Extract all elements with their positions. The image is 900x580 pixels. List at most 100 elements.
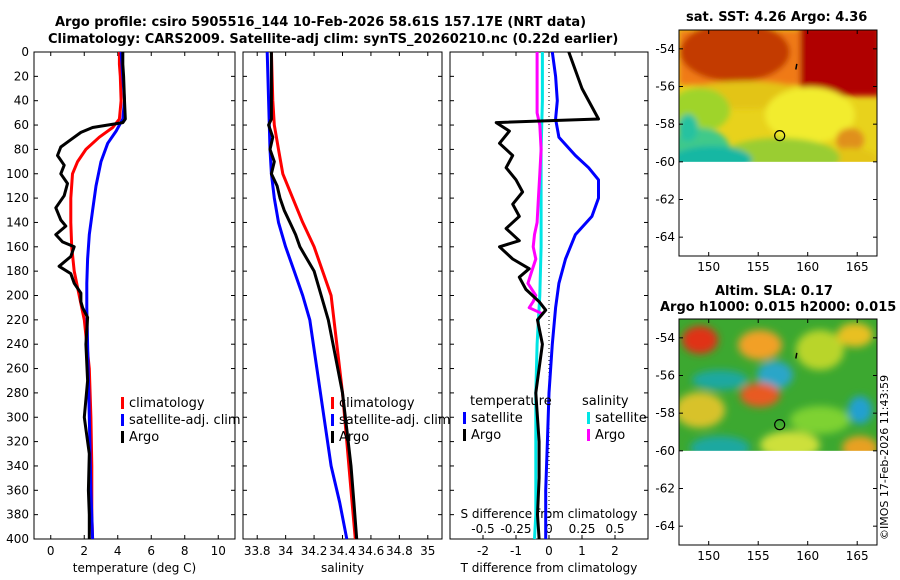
legend-title-salinity: salinity <box>582 394 629 409</box>
x-tick-label-s: -0.5 <box>471 522 494 536</box>
x-tick-label-s: -0.25 <box>500 522 531 536</box>
x-axis-label: temperature (deg C) <box>73 561 196 575</box>
argo-track <box>795 63 798 70</box>
legend-label: Argo <box>339 430 369 445</box>
lat-tick-label: -56 <box>655 369 675 383</box>
y-tick-label: 300 <box>6 410 29 424</box>
series-line <box>267 52 359 540</box>
y-tick-label: 380 <box>6 508 29 522</box>
sla-map-title: Altim. SLA: 0.17 <box>715 284 833 299</box>
lon-tick-label: 165 <box>846 549 869 563</box>
lat-tick-label: -62 <box>655 482 675 496</box>
salinity-panel: 33.8 34 34.2 34.4 34.6 34.8 35 salinity climatol… <box>242 51 451 575</box>
x-tick-label: 34.2 <box>301 544 328 558</box>
y-tick-label: 180 <box>6 264 29 278</box>
legend-label: Argo <box>595 428 625 443</box>
lat-tick-label: -62 <box>655 193 675 207</box>
x-tick-label: 0 <box>545 544 553 558</box>
legend-swatch <box>587 412 590 424</box>
y-tick-label: 80 <box>14 142 29 156</box>
y-tick-label: 160 <box>6 240 29 254</box>
lon-tick-label: 150 <box>697 260 720 274</box>
y-tick-label: 60 <box>14 118 29 132</box>
x-tick-label: 2 <box>611 544 619 558</box>
y-tick-label: 220 <box>6 313 29 327</box>
x-tick-label: -2 <box>477 544 489 558</box>
sla-heatmap <box>679 319 877 464</box>
sst-map-axes: -54 -56 -58 -60 -62 -64 150 155 160 165 <box>655 29 878 274</box>
x-tick-label: 33.8 <box>244 544 271 558</box>
temperature-panel: 0204060801001201401601802002202402602803… <box>6 45 241 575</box>
legend-swatch <box>587 429 590 441</box>
lat-tick-label: -56 <box>655 80 675 94</box>
no-data-area <box>679 161 877 256</box>
argo-track <box>795 352 798 359</box>
x-tick-label: 8 <box>181 544 189 558</box>
lon-tick-label: 160 <box>796 260 819 274</box>
map-frame <box>678 29 878 257</box>
y-tick-label: 20 <box>14 69 29 83</box>
lat-tick-label: -54 <box>655 42 675 56</box>
lon-tick-label: 155 <box>747 549 770 563</box>
no-data-area <box>679 450 877 545</box>
y-tick-label: 200 <box>6 289 29 303</box>
legend-swatch <box>121 431 124 443</box>
legend-swatch <box>463 429 466 441</box>
sla-map-axes: -54 -56 -58 -60 -62 -64 150 155 160 165 <box>655 318 878 563</box>
x-axis-label: salinity <box>321 561 364 575</box>
plot-frame <box>449 51 649 540</box>
series-line <box>494 51 600 540</box>
lon-tick-label: 155 <box>747 260 770 274</box>
lon-tick-label: 150 <box>697 549 720 563</box>
series-line <box>54 52 127 539</box>
plot-frame <box>33 51 236 540</box>
lon-tick-label: 160 <box>796 549 819 563</box>
sla-map-subtitle: Argo h1000: 0.015 h2000: 0.015 <box>660 300 897 315</box>
lat-tick-label: -60 <box>655 155 675 169</box>
legend-swatch <box>121 414 124 426</box>
lat-tick-label: -58 <box>655 406 675 420</box>
x-tick-label: 34.6 <box>358 544 385 558</box>
y-tick-label: 0 <box>21 45 29 59</box>
sst-heatmap <box>679 30 877 174</box>
chart-title-line2: Climatology: CARS2009. Satellite-adj cli… <box>48 32 619 47</box>
difference-panel: -2 -1 0 1 2 T difference from climatology S di… <box>449 51 649 575</box>
x-tick-label: 35 <box>420 544 435 558</box>
y-tick-label: 140 <box>6 215 29 229</box>
legend-title-temperature: temperature <box>470 394 552 409</box>
y-tick-label: 320 <box>6 435 29 449</box>
x-tick-label: 0 <box>47 544 55 558</box>
series-line <box>265 51 349 540</box>
legend-label: satellite <box>471 411 523 426</box>
lat-tick-label: -64 <box>655 519 675 533</box>
legend-swatch <box>331 397 334 409</box>
legend-swatch <box>121 397 124 409</box>
argo-position-marker <box>774 130 786 142</box>
x-tick-label: 4 <box>114 544 122 558</box>
x-tick-label: 34.8 <box>386 544 413 558</box>
legend-label: satellite-adj. clim <box>339 413 451 428</box>
x-tick-label: -1 <box>510 544 522 558</box>
x-axis-label: T difference from climatology <box>460 561 638 575</box>
x-tick-label: 10 <box>211 544 226 558</box>
legend-label: Argo <box>471 428 501 443</box>
legend-label: Argo <box>129 430 159 445</box>
map-frame <box>678 318 878 546</box>
y-tick-label: 400 <box>6 532 29 546</box>
lat-tick-label: -64 <box>655 230 675 244</box>
x-axis-label-top: S difference from climatology <box>461 507 638 521</box>
x-tick-label: 2 <box>80 544 88 558</box>
y-tick-label: 240 <box>6 337 29 351</box>
x-tick-label: 6 <box>147 544 155 558</box>
y-tick-label: 260 <box>6 362 29 376</box>
y-tick-label: 100 <box>6 167 29 181</box>
y-tick-label: 280 <box>6 386 29 400</box>
y-tick-label: 40 <box>14 94 29 108</box>
legend-swatch <box>463 412 466 424</box>
x-tick-label: 1 <box>578 544 586 558</box>
x-tick-label-s: 0.25 <box>569 522 596 536</box>
y-tick-label: 120 <box>6 191 29 205</box>
x-tick-label-s: 0.5 <box>605 522 624 536</box>
x-tick-label: 34 <box>278 544 293 558</box>
